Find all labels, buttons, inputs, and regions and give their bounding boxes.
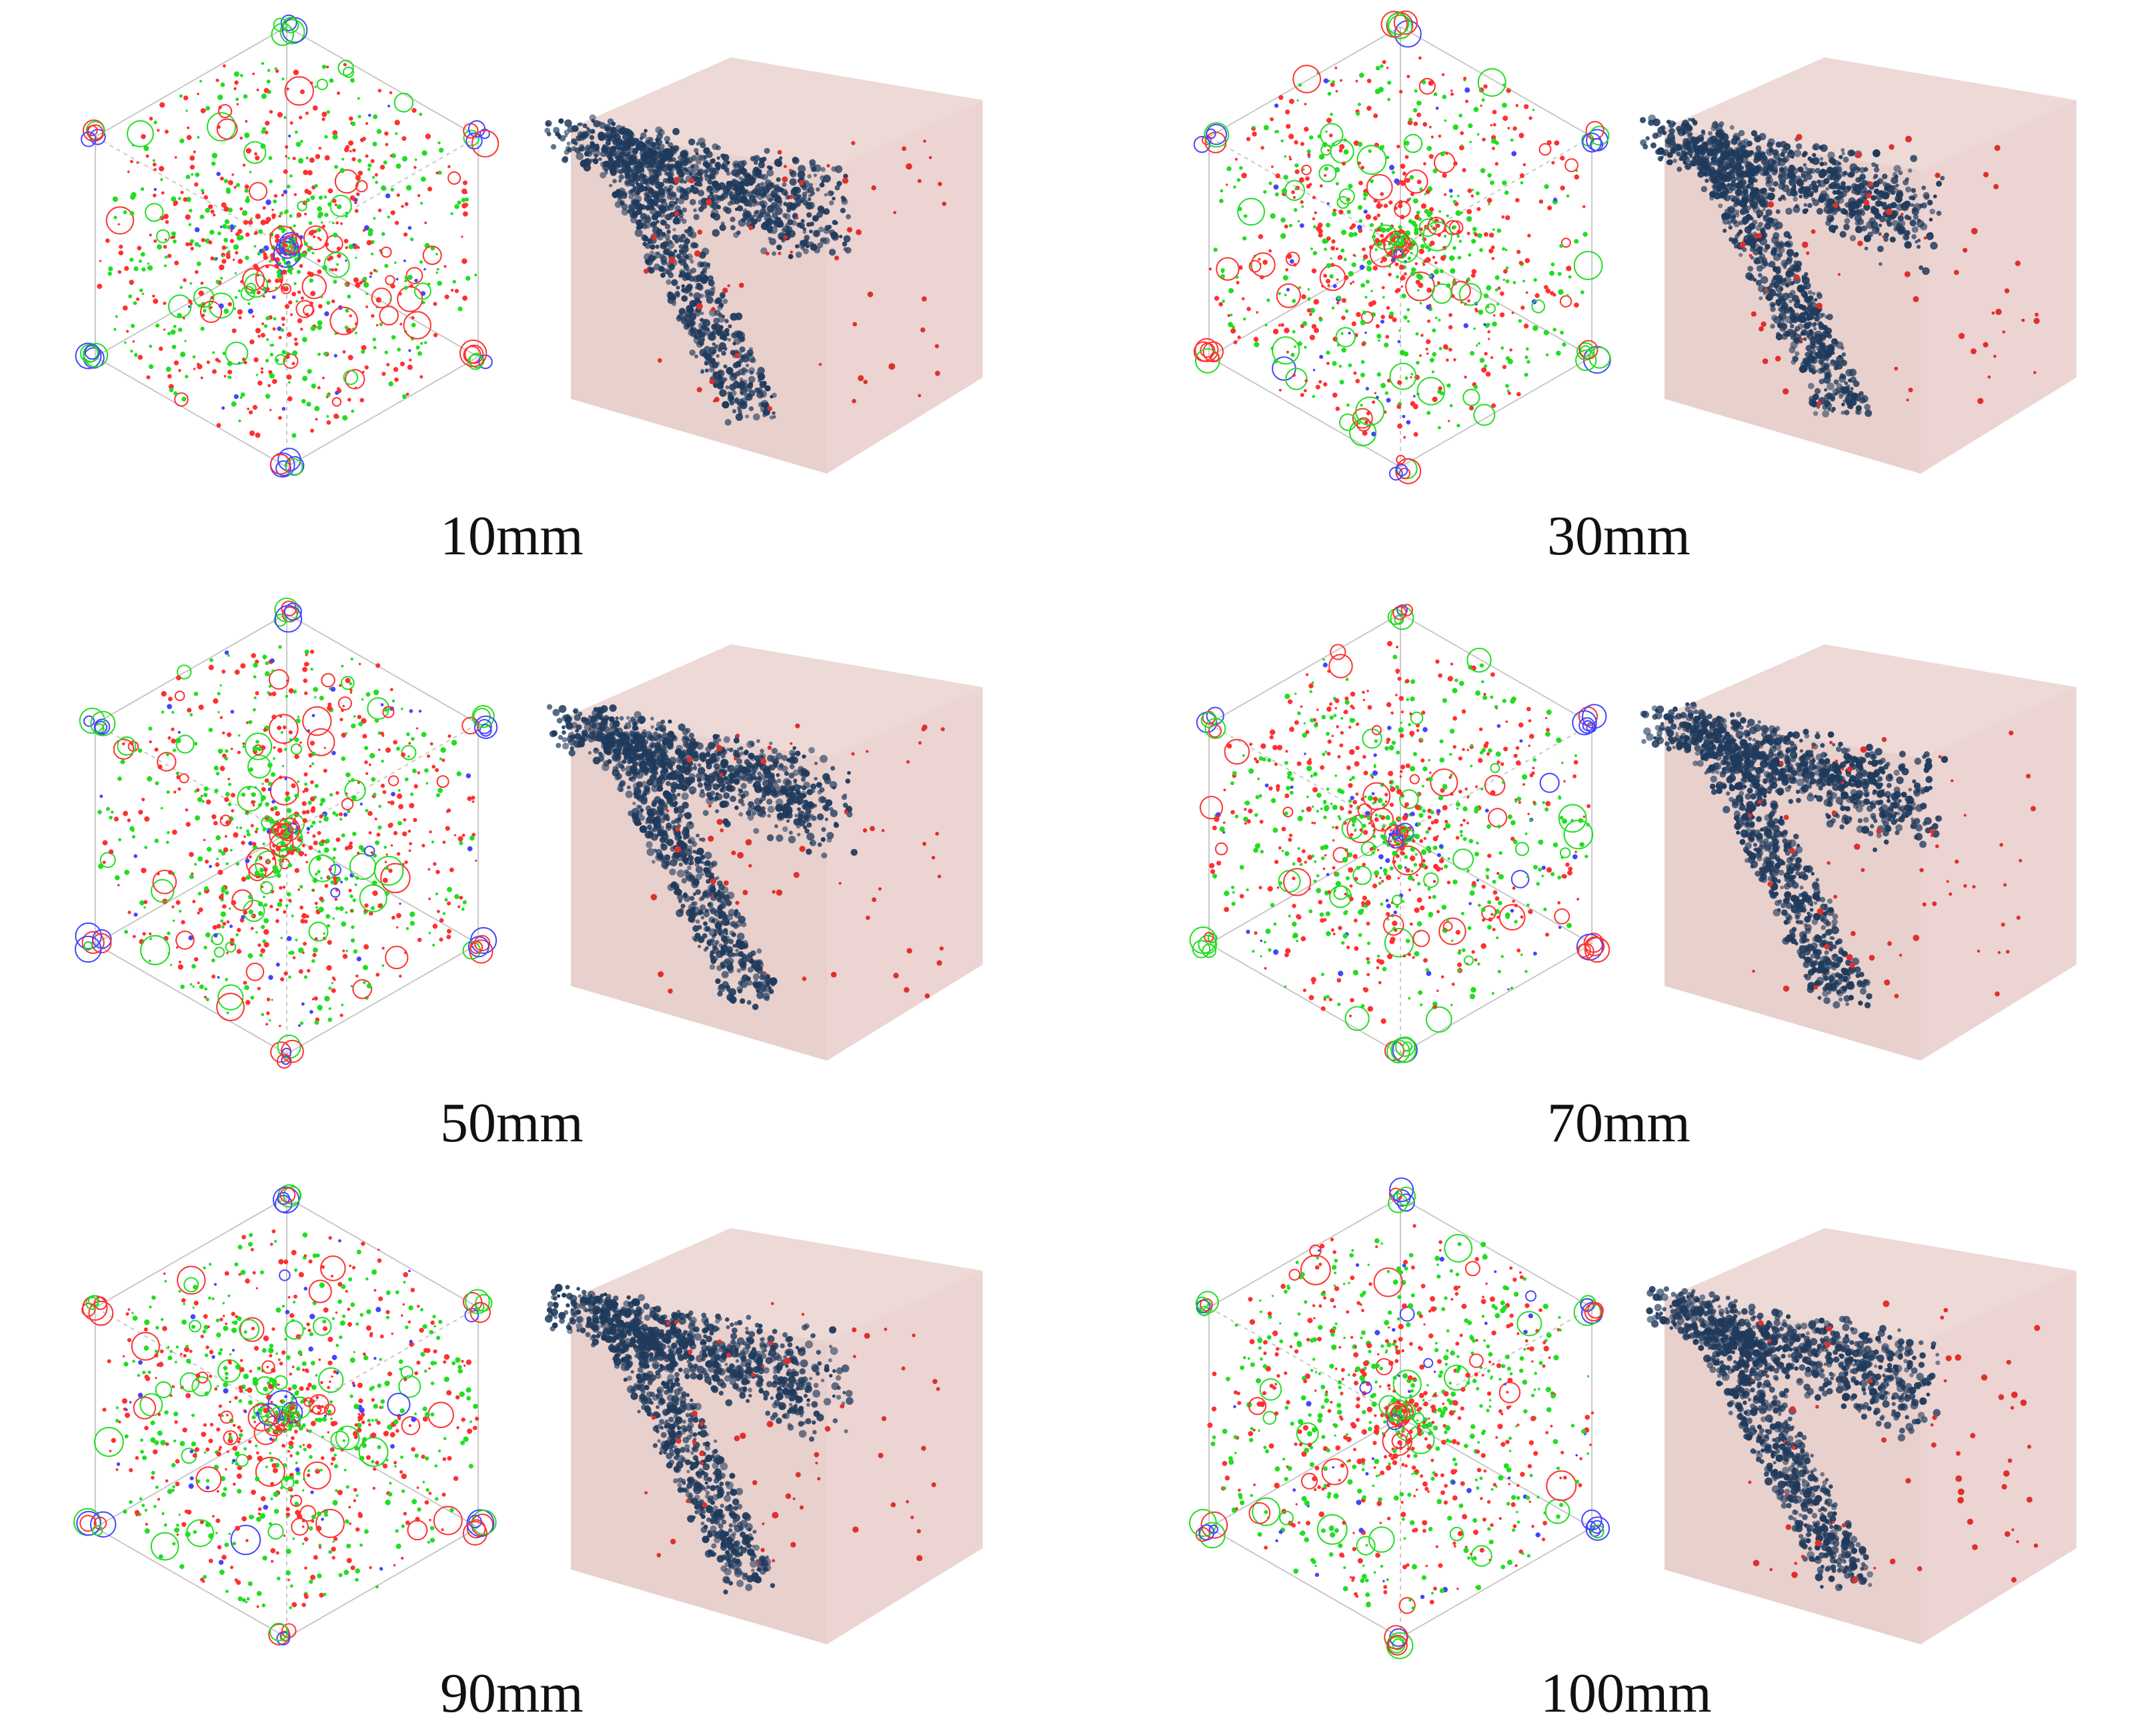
panel-100mm: 100mm bbox=[1074, 1171, 2154, 1731]
particle-cube bbox=[1665, 644, 2077, 1061]
panel-label-90mm: 90mm bbox=[440, 1662, 584, 1724]
panel-70mm: 70mm bbox=[1074, 587, 2154, 1164]
panel-30mm: 30mm bbox=[1074, 0, 2154, 577]
crack-markers bbox=[1188, 1177, 1610, 1660]
crack-distribution-90mm bbox=[73, 1184, 497, 1646]
crack-distribution-10mm bbox=[75, 14, 499, 478]
damage-zones bbox=[1639, 114, 2040, 418]
damage-cube-10mm bbox=[544, 57, 983, 474]
cube-wireframe bbox=[94, 613, 479, 1055]
panel-label-30mm: 30mm bbox=[1547, 505, 1691, 567]
crack-markers bbox=[74, 597, 498, 1069]
panel-label-10mm: 10mm bbox=[440, 505, 584, 567]
particle-cube bbox=[571, 57, 983, 474]
crack-distribution-30mm bbox=[1193, 10, 1611, 484]
damage-cube-90mm bbox=[545, 1228, 983, 1644]
damage-zones bbox=[545, 1283, 940, 1595]
particle-cube bbox=[571, 1228, 983, 1644]
damage-cube-30mm bbox=[1639, 57, 2077, 474]
cube-wireframe bbox=[1208, 1197, 1593, 1638]
crack-markers bbox=[75, 14, 499, 478]
crack-distribution-100mm bbox=[1188, 1177, 1610, 1660]
damage-zones bbox=[1646, 1285, 2041, 1592]
panel-10mm: 10mm bbox=[0, 0, 1067, 577]
cube-wireframe bbox=[1208, 26, 1593, 468]
crack-markers bbox=[1189, 604, 1610, 1064]
panel-label-50mm: 50mm bbox=[440, 1092, 584, 1154]
particle-cube bbox=[571, 644, 983, 1061]
crack-markers bbox=[1193, 10, 1611, 484]
panel-label-70mm: 70mm bbox=[1547, 1092, 1691, 1154]
panel-label-100mm: 100mm bbox=[1540, 1662, 1712, 1724]
crack-distribution-70mm bbox=[1189, 604, 1610, 1064]
damage-zones bbox=[1640, 702, 2036, 1009]
panel-50mm: 50mm bbox=[0, 587, 1067, 1164]
damage-cube-70mm bbox=[1640, 644, 2077, 1061]
panel-90mm: 90mm bbox=[0, 1171, 1067, 1731]
damage-zones bbox=[544, 114, 947, 426]
damage-cube-100mm bbox=[1646, 1228, 2077, 1644]
crack-markers bbox=[73, 1184, 497, 1646]
crack-distribution-50mm bbox=[74, 597, 498, 1069]
damage-zones bbox=[546, 704, 945, 1011]
damage-cube-50mm bbox=[546, 644, 983, 1061]
